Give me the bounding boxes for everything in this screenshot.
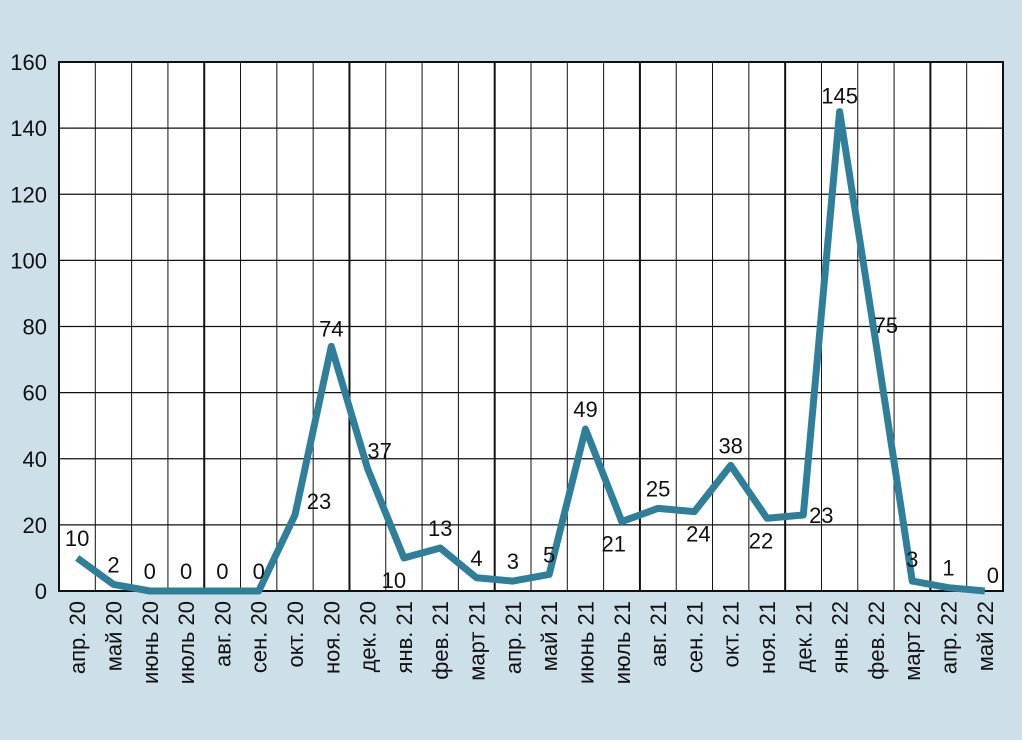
data-label: 0: [180, 559, 192, 584]
data-label: 74: [319, 316, 343, 341]
x-tick-label: фев. 22: [864, 601, 889, 680]
data-label: 0: [253, 559, 265, 584]
data-label: 23: [307, 489, 331, 514]
y-tick-label: 20: [23, 513, 47, 538]
x-tick-label: дек. 20: [356, 601, 381, 672]
data-label: 0: [216, 559, 228, 584]
x-tick-label: апр. 21: [501, 601, 526, 674]
data-label: 0: [144, 559, 156, 584]
data-label: 49: [573, 397, 597, 422]
data-label: 10: [65, 526, 89, 551]
x-tick-label: май 21: [537, 601, 562, 671]
x-tick-label: апр. 20: [65, 601, 90, 674]
data-label: 75: [874, 313, 898, 338]
x-tick-label: ноя. 20: [319, 601, 344, 674]
x-tick-label: май 22: [973, 601, 998, 671]
data-label: 25: [646, 476, 670, 501]
data-label: 145: [821, 84, 858, 109]
x-tick-label: март 22: [900, 601, 925, 681]
data-label: 0: [987, 563, 999, 588]
x-tick-label: авг. 20: [210, 601, 235, 667]
data-label: 1: [942, 556, 954, 581]
data-label: 13: [428, 516, 452, 541]
x-tick-label: янв. 21: [392, 601, 417, 673]
y-tick-label: 100: [10, 248, 47, 273]
data-label: 21: [602, 532, 626, 557]
data-label: 22: [749, 528, 773, 553]
y-tick-label: 80: [23, 315, 47, 340]
x-tick-label: июль 20: [174, 601, 199, 684]
data-label: 38: [718, 433, 742, 458]
data-label: 3: [507, 549, 519, 574]
y-tick-label: 0: [35, 579, 47, 604]
x-tick-label: июль 21: [610, 601, 635, 684]
data-line: [75, 108, 986, 595]
data-label: 24: [686, 522, 710, 547]
y-tick-label: 120: [10, 182, 47, 207]
x-tick-label: окт. 21: [719, 601, 744, 667]
data-label: 10: [382, 568, 406, 593]
data-label: 23: [809, 503, 833, 528]
y-tick-label: 160: [10, 50, 47, 75]
x-tick-label: фев. 21: [428, 601, 453, 680]
x-tick-label: май 20: [101, 601, 126, 671]
x-tick-label: авг. 21: [646, 601, 671, 667]
data-label: 3: [906, 547, 918, 572]
x-tick-label: сен. 20: [247, 601, 272, 673]
data-label: 2: [107, 552, 119, 577]
data-label: 5: [543, 542, 555, 567]
y-tick-label: 40: [23, 447, 47, 472]
data-label: 4: [470, 546, 482, 571]
y-tick-label: 140: [10, 116, 47, 141]
x-tick-label: окт. 20: [283, 601, 308, 667]
x-tick-label: апр. 22: [937, 601, 962, 674]
x-tick-label: март 21: [465, 601, 490, 681]
x-tick-label: янв. 22: [828, 601, 853, 673]
x-tick-label: ноя. 21: [755, 601, 780, 674]
x-tick-label: июнь 20: [138, 601, 163, 684]
x-tick-label: дек. 21: [791, 601, 816, 672]
x-tick-label: сен. 21: [682, 601, 707, 673]
x-tick-label: июнь 21: [573, 601, 598, 684]
data-label: 37: [367, 439, 391, 464]
y-tick-label: 60: [23, 381, 47, 406]
